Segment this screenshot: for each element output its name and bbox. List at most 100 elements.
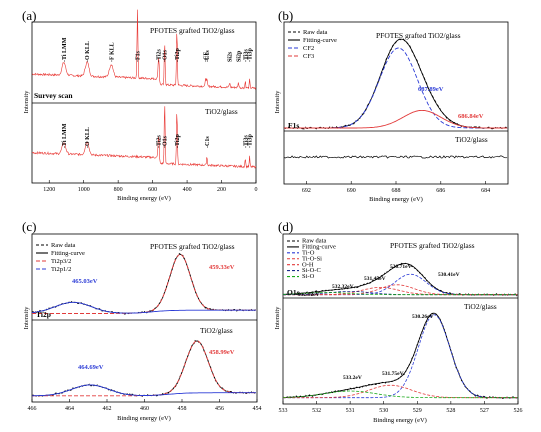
x-tick-label: 1000 xyxy=(78,187,90,193)
legend-label: Ti2p3/2 xyxy=(51,258,71,265)
panel-c-curves xyxy=(31,252,257,398)
x-tick-label: 686 xyxy=(436,188,445,194)
panel-b-xlabel: Binding energy (eV) xyxy=(369,196,423,203)
peak-label-d-oh: 531.45eV xyxy=(364,276,386,282)
x-tick-label: 684 xyxy=(481,188,490,194)
component-si-o xyxy=(282,390,518,399)
panel-c-region: Ti2p xyxy=(36,310,51,319)
survey-peak-label: -Ti3s xyxy=(243,48,249,62)
ti2p12-component xyxy=(32,384,256,397)
survey-peak-labels-tio2: -Ti LMM -O KLL -O1s-Ti2s -Ti2p -C1s -Ti3s-Ti3… xyxy=(62,123,254,148)
survey-peak-label: -Ti3s xyxy=(243,134,249,148)
x-tick-label: 600 xyxy=(148,187,157,193)
survey-line-pfotes xyxy=(31,9,257,90)
panel-c-xlabel: Binding energy (eV) xyxy=(117,415,171,422)
x-tick-label: 200 xyxy=(217,187,226,193)
panel-b-x-ticks: 692 690 688 686 684 xyxy=(302,181,490,194)
legend-label: Ti-O xyxy=(302,249,315,256)
x-tick-label: 528 xyxy=(446,408,455,414)
raw-data-line xyxy=(282,313,519,399)
survey-peak-label: -Ti2p xyxy=(175,47,181,62)
legend-label: Fitting-curve xyxy=(302,244,336,251)
peak-label-cf2: 687.89eV xyxy=(418,86,444,93)
legend-label: Raw data xyxy=(303,29,327,36)
panel-a-annotation: Survey scan xyxy=(34,91,73,100)
x-tick-label: 692 xyxy=(302,188,311,194)
x-tick-label: 800 xyxy=(114,187,123,193)
x-tick-label: 531 xyxy=(346,408,355,414)
legend-label: Raw data xyxy=(51,242,75,249)
survey-line-tio2 xyxy=(32,106,257,169)
legend-label: Ti2p1/2 xyxy=(51,266,71,273)
panel-a-letter: (a) xyxy=(22,8,36,23)
legend-label: CF2 xyxy=(303,45,314,52)
panel-d-letter: (d) xyxy=(278,219,293,234)
panel-d: (d) Raw dataFitting-curveTi-OTi-O-SiO-HS… xyxy=(274,219,523,424)
survey-peak-label: Si2s xyxy=(228,51,234,62)
panel-b-sample-top: PFOTES grafted TiO2/glass xyxy=(376,31,461,40)
peak-label-d-sioc: 532.32eV xyxy=(332,284,354,290)
x-tick-label: 530 xyxy=(379,408,388,414)
survey-peak-label: -O KLL xyxy=(85,127,91,148)
peak-label-c-bot-12: 464.69eV xyxy=(78,364,104,371)
raw-data-line xyxy=(282,262,519,297)
survey-peak-label: Si2p xyxy=(236,50,242,62)
x-tick-label: 688 xyxy=(392,188,401,194)
panel-c-ylabel: Intensity xyxy=(23,306,30,329)
panel-b-letter: (b) xyxy=(278,8,293,23)
survey-peak-label: -F KLL xyxy=(109,42,115,62)
x-tick-label: 454 xyxy=(253,406,262,412)
panel-c-sample-top: PFOTES grafted TiO2/glass xyxy=(150,242,235,251)
component-si-o xyxy=(283,291,518,296)
panel-a-ylabel: Intensity xyxy=(23,90,30,113)
x-tick-label: 400 xyxy=(183,187,192,193)
survey-peak-label: -Ti3p xyxy=(248,133,254,148)
legend-label: O-H xyxy=(302,261,314,268)
x-tick-label: 460 xyxy=(140,406,149,412)
panel-c-sample-bottom: TiO2/glass xyxy=(200,326,233,335)
panel-d-ylabel: Intensity xyxy=(274,306,281,329)
peak-label-d-tio: 530.41eV xyxy=(438,272,460,278)
panel-d-sample-bottom: TiO2/glass xyxy=(464,302,497,311)
x-tick-label: 526 xyxy=(514,408,523,414)
fitting-curve xyxy=(282,312,518,399)
peak-label-d-bot-tio: 530.26eV xyxy=(412,314,434,320)
panel-d-x-ticks: 533 532 531 530 529 528 527 526 xyxy=(279,401,523,414)
peak-label-d-tiosi: 530.71eV xyxy=(390,264,412,270)
survey-peak-label: -O1s xyxy=(163,135,169,148)
peak-label-cf3: 686.84eV xyxy=(458,113,484,120)
panel-d-xlabel: Binding energy (eV) xyxy=(373,417,427,424)
panel-a-sample-bottom: TiO2/glass xyxy=(205,107,238,116)
panel-b-frame xyxy=(283,21,509,185)
panel-c-x-ticks: 466 464 462 460 458 456 454 xyxy=(28,399,262,412)
survey-peak-label: -O1s xyxy=(163,49,169,62)
survey-peak-label: -CF xyxy=(204,52,210,62)
survey-peak-label: -Ti LMM xyxy=(62,37,68,62)
legend-label: Fitting-curve xyxy=(51,250,85,257)
panel-a-frame xyxy=(31,21,257,184)
x-tick-label: 464 xyxy=(65,406,74,412)
x-tick-label: 462 xyxy=(103,406,112,412)
peak-label-c-top-12: 465.03eV xyxy=(72,278,98,285)
panel-a-x-ticks: 1200 1000 800 600 400 200 0 xyxy=(43,180,258,193)
legend-label: Si-O-C xyxy=(302,267,321,274)
legend-label: CF3 xyxy=(303,53,314,60)
x-tick-label: 466 xyxy=(28,406,37,412)
survey-peak-label: -C1s xyxy=(205,50,211,62)
survey-peak-labels-pfotes: -Ti LMM -O KLL -F KLL -F1s -O1s-Ti2s -Ti2p -C1… xyxy=(62,37,254,62)
legend-label: Si-O xyxy=(302,273,315,280)
peak-label-d-bot-sio: 533.2eV xyxy=(343,375,362,381)
peak-label-c-top-32: 459.33eV xyxy=(209,264,235,271)
panel-c: (c) Raw dataFitting-curveTi2p3/2Ti2p1/2 … xyxy=(22,219,262,422)
x-tick-label: 456 xyxy=(215,406,224,412)
x-tick-label: 1200 xyxy=(43,187,55,193)
survey-peak-label: -Ti2s xyxy=(157,48,163,62)
panel-d-frame xyxy=(282,233,519,405)
x-tick-label: 532 xyxy=(312,408,321,414)
panel-d-legend: Raw dataFitting-curveTi-OTi-O-SiO-HSi-O-… xyxy=(287,238,336,280)
legend-label: Ti-O-Si xyxy=(302,255,322,262)
